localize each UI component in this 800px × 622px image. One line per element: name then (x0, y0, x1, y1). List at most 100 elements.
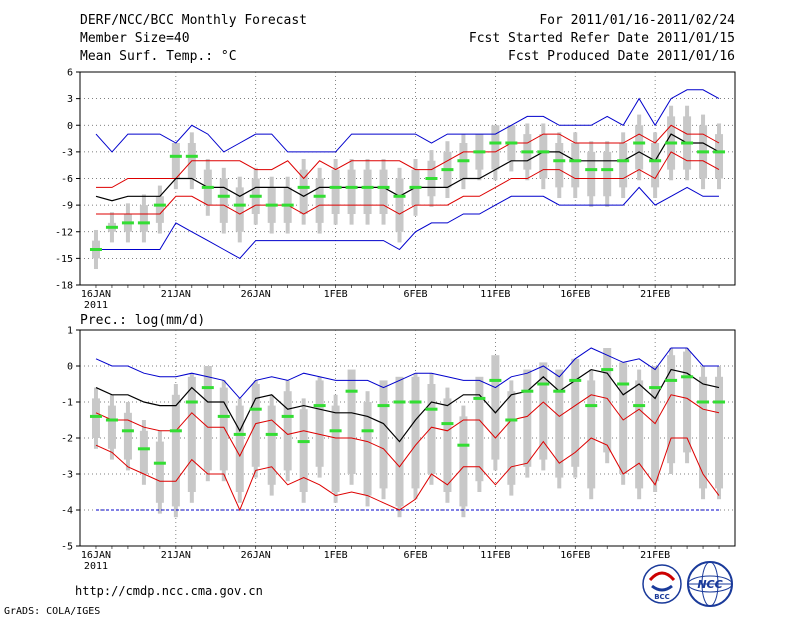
bcc-logo: BCC (642, 564, 682, 604)
median-marker (713, 150, 726, 154)
spread-box (603, 348, 612, 453)
mean-line (95, 368, 720, 443)
spread-box (203, 366, 212, 471)
median-marker (217, 194, 230, 198)
median-marker (361, 185, 374, 189)
median-marker (585, 168, 598, 172)
median-marker (377, 404, 390, 408)
sd-high-line (95, 394, 720, 468)
median-marker (121, 221, 134, 225)
spread-box (235, 187, 244, 232)
y-tick-label: -4 (61, 506, 73, 517)
y-tick-label: -3 (61, 470, 73, 481)
temperature-panel: -18 -15 -12 -9 -6 -3 0 3 6 16JAN 21JAN 26JAN 1FEB 6FE… (55, 68, 736, 311)
spread-box (219, 178, 228, 223)
spread-box (123, 412, 132, 460)
y-tick-label: -18 (55, 281, 73, 292)
median-marker (617, 382, 630, 386)
median-marker (265, 203, 278, 207)
spread-box (171, 394, 180, 507)
median-marker (329, 185, 342, 189)
spread-box (427, 384, 436, 474)
spread-box (171, 143, 180, 179)
median-marker (521, 150, 534, 154)
spread-box (331, 169, 340, 214)
median-marker (601, 368, 614, 372)
spread-box (587, 380, 596, 489)
y-tick-label: 0 (67, 362, 73, 373)
median-marker (169, 154, 182, 158)
median-marker (345, 185, 358, 189)
spread-box (411, 376, 420, 489)
spread-box (315, 380, 324, 467)
ncc-logo: NCC (687, 561, 733, 607)
spread-box (347, 369, 356, 474)
spread-box (363, 169, 372, 214)
y-tick-label: 0 (67, 121, 73, 132)
spread-box (283, 391, 292, 471)
median-marker (281, 414, 294, 418)
y-tick-label: -3 (61, 147, 73, 158)
produced-date: Fcst Produced Date 2011/01/16 (508, 49, 735, 64)
median-marker (233, 432, 246, 436)
spread-box (571, 143, 580, 188)
median-marker (105, 418, 118, 422)
spread-box (491, 125, 500, 170)
bcc-logo-text: BCC (654, 593, 670, 601)
spread-box (635, 125, 644, 170)
x-tick-label: 6FEB (403, 289, 427, 300)
spread-box (507, 391, 516, 485)
median-marker (425, 407, 438, 411)
median-marker (297, 185, 310, 189)
y-tick-label: -15 (55, 254, 73, 265)
median-marker (153, 461, 166, 465)
x-tick-label: 1FEB (324, 289, 348, 300)
spread-box (91, 398, 100, 438)
y-tick-label: -6 (61, 174, 73, 185)
x-tick-label: 26JAN (241, 289, 271, 300)
x-tick-label: 16JAN (81, 289, 111, 300)
median-marker (249, 194, 262, 198)
median-marker (105, 225, 118, 229)
median-marker (569, 159, 582, 163)
spread-box (539, 362, 548, 460)
median-marker (537, 382, 550, 386)
spread-box (619, 362, 628, 474)
median-marker (457, 443, 470, 447)
precip-title: Prec.: log(mm/d) (80, 313, 205, 328)
sd-low-line (96, 151, 720, 215)
y-tick-label: 3 (67, 94, 73, 105)
precipitation-panel: -5 -4 -3 -2 -1 0 1 16JAN 21JAN 26JAN 1FEB 6FEB 11FEB… (61, 326, 736, 572)
spread-box (699, 376, 708, 489)
y-tick-label: -12 (55, 227, 73, 238)
median-marker (633, 141, 646, 145)
median-marker (505, 141, 518, 145)
min-line (96, 186, 719, 260)
median-marker (89, 414, 102, 418)
variable-label: Mean Surf. Temp.: °C (80, 49, 237, 64)
spread-box (651, 143, 660, 188)
spread-box (443, 398, 452, 492)
median-marker (473, 150, 486, 154)
source-url[interactable]: http://cmdp.ncc.cma.gov.cn (75, 584, 263, 598)
spread-box (363, 402, 372, 496)
member-size: Member Size=40 (80, 31, 190, 46)
median-marker (473, 396, 486, 400)
median-marker (489, 378, 502, 382)
median-marker (521, 389, 534, 393)
spread-box (555, 369, 564, 478)
spread-box (379, 380, 388, 489)
spread-box (219, 387, 228, 471)
x-tick-label: 26JAN (241, 550, 271, 561)
median-marker (665, 141, 678, 145)
mean-line (95, 133, 720, 202)
spread-box (523, 369, 532, 467)
ncc-logo-text: NCC (697, 578, 722, 591)
x-tick-label: 21FEB (640, 550, 670, 561)
forecast-period: For 2011/01/16-2011/02/24 (539, 13, 735, 28)
median-marker (633, 404, 646, 408)
median-marker (489, 141, 502, 145)
median-marker (313, 404, 326, 408)
median-marker (409, 185, 422, 189)
spread-box (635, 380, 644, 489)
